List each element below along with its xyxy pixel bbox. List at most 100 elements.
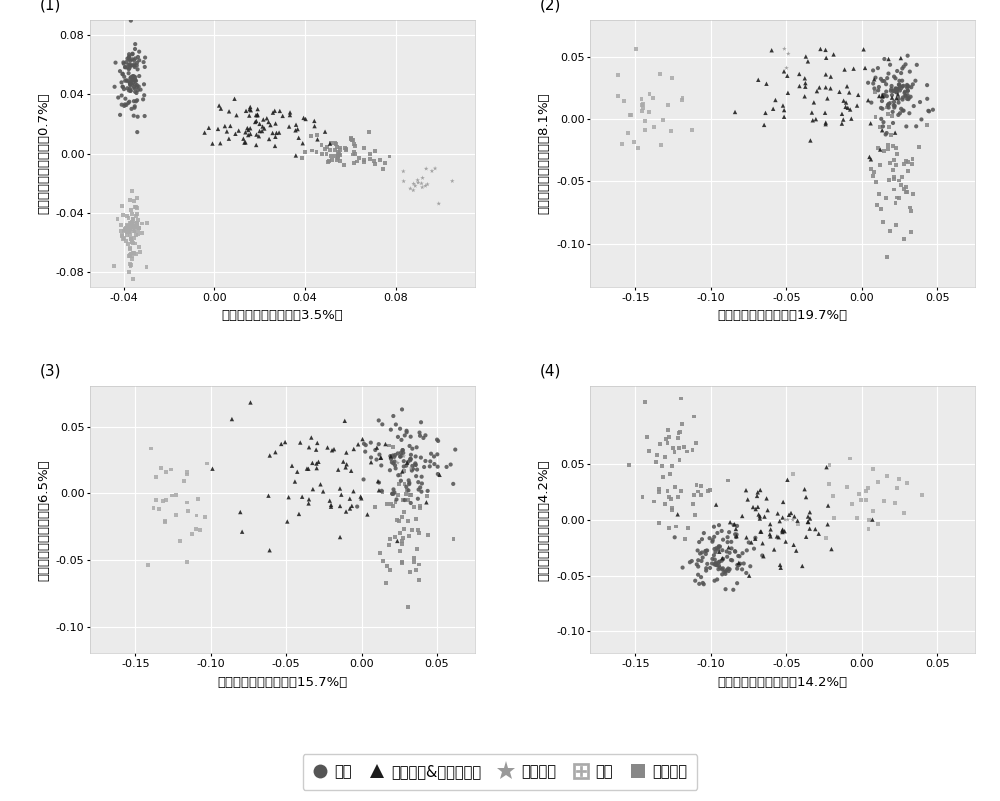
Point bbox=[110, 91, 126, 104]
Point bbox=[294, 152, 310, 165]
Point bbox=[323, 137, 339, 150]
Point bbox=[328, 138, 344, 151]
Point bbox=[320, 441, 336, 454]
Point bbox=[122, 72, 138, 85]
Point bbox=[385, 457, 401, 469]
Point bbox=[891, 92, 907, 105]
Point bbox=[765, 103, 781, 115]
Point bbox=[418, 496, 434, 509]
Point bbox=[404, 460, 420, 473]
Point bbox=[673, 392, 689, 405]
Point bbox=[808, 113, 824, 126]
Point bbox=[281, 491, 297, 504]
Point bbox=[720, 536, 736, 549]
Point bbox=[885, 117, 901, 130]
Point bbox=[780, 47, 796, 60]
Point bbox=[732, 557, 748, 570]
Point bbox=[706, 549, 722, 562]
Point bbox=[122, 83, 138, 95]
Point bbox=[902, 65, 918, 78]
Point bbox=[381, 538, 397, 551]
Point bbox=[708, 557, 724, 570]
Point bbox=[262, 449, 278, 462]
Point bbox=[241, 109, 257, 122]
Point bbox=[889, 65, 905, 78]
Point bbox=[129, 216, 145, 229]
Point bbox=[868, 111, 884, 123]
Point bbox=[387, 455, 403, 468]
Point bbox=[879, 251, 895, 264]
Point bbox=[122, 250, 138, 263]
Point bbox=[671, 427, 687, 440]
Point bbox=[400, 601, 416, 614]
Point bbox=[108, 56, 124, 69]
Point bbox=[122, 228, 138, 241]
Point bbox=[400, 494, 416, 507]
Point bbox=[800, 55, 816, 68]
Point bbox=[919, 92, 935, 105]
Point bbox=[221, 105, 237, 118]
Point bbox=[755, 537, 771, 549]
Point bbox=[405, 184, 421, 197]
Point bbox=[726, 517, 742, 530]
Point bbox=[353, 492, 369, 505]
Point bbox=[381, 439, 397, 452]
Point bbox=[697, 545, 713, 557]
Point bbox=[418, 163, 434, 175]
Point bbox=[879, 90, 895, 103]
Point bbox=[411, 483, 427, 496]
Point bbox=[780, 513, 796, 526]
Point bbox=[384, 488, 400, 501]
Point bbox=[876, 90, 892, 103]
Point bbox=[400, 515, 416, 528]
Point bbox=[892, 107, 908, 119]
Point bbox=[757, 107, 773, 119]
Point bbox=[759, 492, 775, 505]
Point bbox=[236, 136, 252, 149]
Point bbox=[430, 434, 446, 447]
Point bbox=[646, 495, 662, 508]
Point bbox=[432, 469, 448, 481]
Point bbox=[249, 109, 265, 122]
Point bbox=[729, 558, 745, 571]
Point bbox=[637, 115, 653, 127]
Point bbox=[776, 42, 792, 55]
Point bbox=[117, 61, 133, 74]
Point bbox=[895, 79, 911, 92]
Point bbox=[317, 125, 333, 138]
Point bbox=[400, 484, 416, 497]
Point bbox=[711, 559, 727, 572]
Point bbox=[120, 238, 136, 251]
Point bbox=[394, 557, 410, 570]
Point bbox=[731, 557, 747, 570]
Point bbox=[127, 38, 143, 50]
Point bbox=[696, 578, 712, 590]
Point bbox=[663, 124, 679, 137]
Point bbox=[890, 83, 906, 95]
Point bbox=[802, 522, 818, 535]
Point bbox=[886, 95, 902, 108]
Legend: 汉族, 哈萨克族&柯尔克孜族, 塔吉克族, 藏族, 维吾尔族: 汉族, 哈萨克族&柯尔克孜族, 塔吉克族, 藏族, 维吾尔族 bbox=[303, 755, 697, 790]
Point bbox=[707, 545, 723, 558]
Point bbox=[888, 142, 904, 155]
Point bbox=[126, 101, 142, 114]
Point bbox=[905, 187, 921, 200]
Point bbox=[117, 98, 133, 111]
Point bbox=[321, 155, 337, 167]
Point bbox=[250, 103, 266, 115]
Point bbox=[634, 491, 650, 504]
Point bbox=[690, 560, 706, 573]
Point bbox=[714, 554, 730, 567]
Point bbox=[217, 119, 233, 132]
Point bbox=[717, 565, 733, 578]
Point bbox=[229, 109, 245, 122]
Point bbox=[876, 53, 892, 66]
Point bbox=[127, 237, 143, 250]
Point bbox=[876, 89, 892, 102]
Point bbox=[687, 574, 703, 587]
Point bbox=[410, 476, 426, 489]
Point bbox=[107, 80, 123, 93]
Point bbox=[390, 457, 406, 469]
Point bbox=[115, 80, 131, 93]
Point bbox=[667, 445, 683, 458]
